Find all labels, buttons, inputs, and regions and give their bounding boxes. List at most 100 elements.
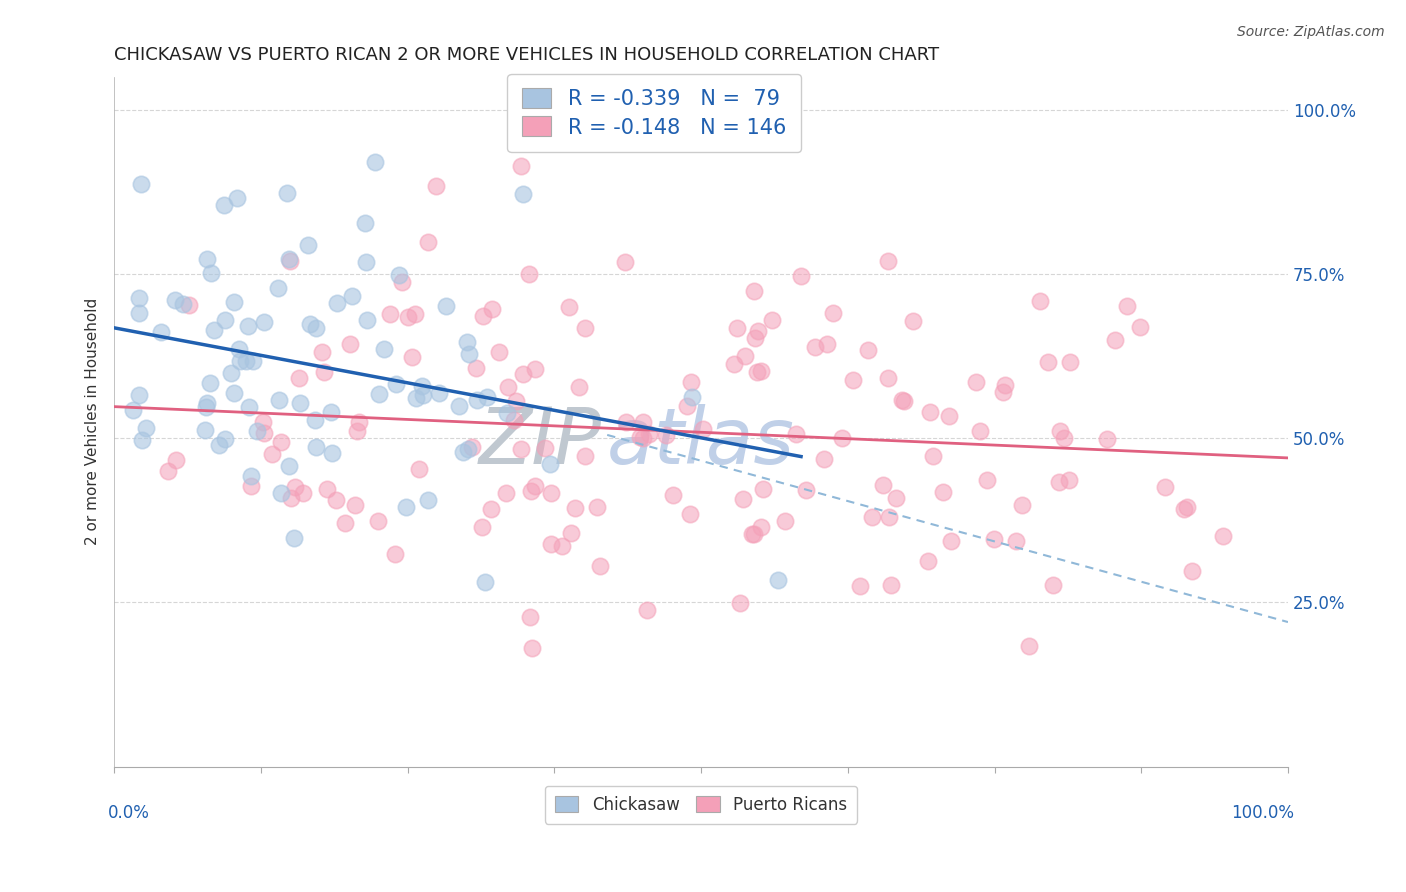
Point	[367, 514, 389, 528]
Point	[884, 491, 907, 505]
Point	[901, 314, 924, 328]
Point	[280, 491, 302, 505]
Point	[456, 334, 478, 349]
Point	[326, 295, 349, 310]
Point	[458, 347, 481, 361]
Point	[200, 266, 222, 280]
Point	[128, 306, 150, 320]
Point	[496, 380, 519, 394]
Point	[742, 284, 765, 298]
Point	[465, 392, 488, 407]
Text: 0.0%: 0.0%	[108, 805, 150, 822]
Legend: Chickasaw, Puerto Ricans: Chickasaw, Puerto Ricans	[546, 786, 858, 823]
Point	[242, 354, 264, 368]
Point	[731, 491, 754, 506]
Point	[367, 387, 389, 401]
Point	[214, 312, 236, 326]
Point	[276, 186, 298, 200]
Point	[631, 431, 654, 445]
Point	[574, 450, 596, 464]
Point	[408, 462, 430, 476]
Point	[135, 421, 157, 435]
Point	[1053, 431, 1076, 445]
Point	[394, 500, 416, 514]
Point	[568, 380, 591, 394]
Point	[821, 306, 844, 320]
Point	[723, 357, 745, 371]
Point	[613, 255, 636, 269]
Point	[239, 479, 262, 493]
Point	[246, 424, 269, 438]
Point	[994, 378, 1017, 392]
Point	[614, 415, 637, 429]
Point	[425, 178, 447, 193]
Point	[747, 324, 769, 338]
Point	[384, 547, 406, 561]
Point	[236, 318, 259, 333]
Point	[235, 354, 257, 368]
Point	[877, 254, 900, 268]
Point	[128, 291, 150, 305]
Point	[503, 413, 526, 427]
Point	[918, 405, 941, 419]
Point	[520, 641, 543, 656]
Point	[214, 432, 236, 446]
Point	[156, 463, 179, 477]
Point	[364, 155, 387, 169]
Point	[872, 478, 894, 492]
Point	[744, 331, 766, 345]
Point	[177, 298, 200, 312]
Point	[283, 531, 305, 545]
Point	[131, 433, 153, 447]
Point	[471, 520, 494, 534]
Point	[316, 482, 339, 496]
Point	[194, 400, 217, 414]
Point	[858, 343, 880, 357]
Point	[464, 360, 486, 375]
Point	[692, 422, 714, 436]
Point	[654, 427, 676, 442]
Point	[447, 399, 470, 413]
Point	[479, 502, 502, 516]
Point	[815, 337, 838, 351]
Point	[252, 415, 274, 429]
Point	[749, 364, 772, 378]
Point	[728, 596, 751, 610]
Point	[662, 488, 685, 502]
Point	[1097, 432, 1119, 446]
Point	[1173, 502, 1195, 516]
Point	[453, 445, 475, 459]
Text: CHICKASAW VS PUERTO RICAN 2 OR MORE VEHICLES IN HOUSEHOLD CORRELATION CHART: CHICKASAW VS PUERTO RICAN 2 OR MORE VEHI…	[114, 46, 939, 64]
Point	[149, 325, 172, 339]
Y-axis label: 2 or more Vehicles in Household: 2 or more Vehicles in Household	[86, 298, 100, 545]
Point	[976, 473, 998, 487]
Point	[1047, 475, 1070, 490]
Point	[745, 366, 768, 380]
Point	[538, 458, 561, 472]
Point	[1036, 354, 1059, 368]
Point	[681, 375, 703, 389]
Point	[877, 371, 900, 385]
Point	[524, 479, 547, 493]
Point	[932, 484, 955, 499]
Point	[1059, 355, 1081, 369]
Point	[917, 554, 939, 568]
Point	[418, 493, 440, 508]
Point	[1005, 534, 1028, 549]
Point	[305, 441, 328, 455]
Point	[742, 526, 765, 541]
Point	[373, 342, 395, 356]
Point	[741, 526, 763, 541]
Point	[969, 425, 991, 439]
Point	[378, 307, 401, 321]
Point	[325, 492, 347, 507]
Point	[228, 342, 250, 356]
Point	[356, 313, 378, 327]
Point	[495, 486, 517, 500]
Point	[574, 321, 596, 335]
Point	[965, 375, 987, 389]
Point	[122, 403, 145, 417]
Point	[346, 424, 368, 438]
Point	[471, 309, 494, 323]
Point	[983, 532, 1005, 546]
